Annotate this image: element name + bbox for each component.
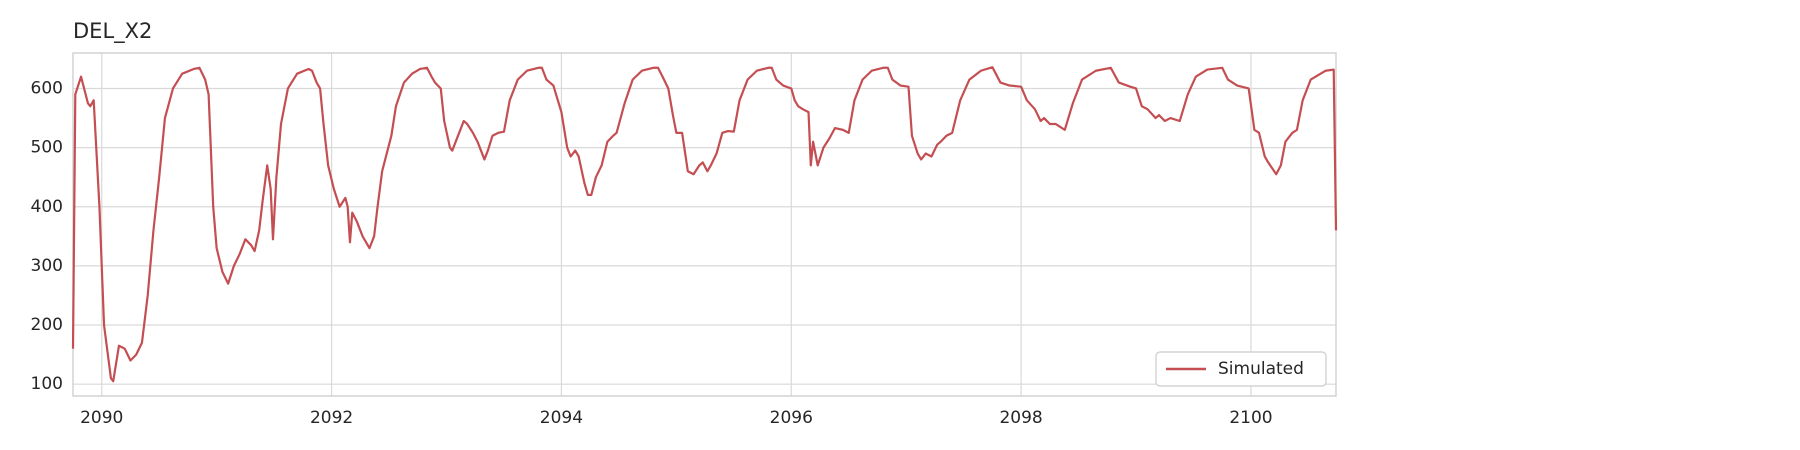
y-tick-label: 200 bbox=[31, 315, 63, 335]
y-tick-label: 600 bbox=[31, 78, 63, 98]
y-tick-label: 400 bbox=[31, 197, 63, 217]
y-tick-label: 500 bbox=[31, 138, 63, 158]
x-tick-label: 2100 bbox=[1229, 408, 1272, 428]
data-line bbox=[71, 66, 1338, 383]
chart-title: DEL_X2 bbox=[73, 19, 152, 44]
legend-box bbox=[1155, 351, 1327, 387]
y-tick-label: 300 bbox=[31, 256, 63, 276]
x-tick-label: 2096 bbox=[770, 408, 813, 428]
x-tick-label: 2090 bbox=[80, 408, 123, 428]
x-tick-label: 2094 bbox=[540, 408, 583, 428]
x-tick-label: 2092 bbox=[310, 408, 353, 428]
y-tick-label: 100 bbox=[31, 374, 63, 394]
x-tick-label: 2098 bbox=[999, 408, 1042, 428]
legend-label: Simulated bbox=[1218, 359, 1304, 379]
